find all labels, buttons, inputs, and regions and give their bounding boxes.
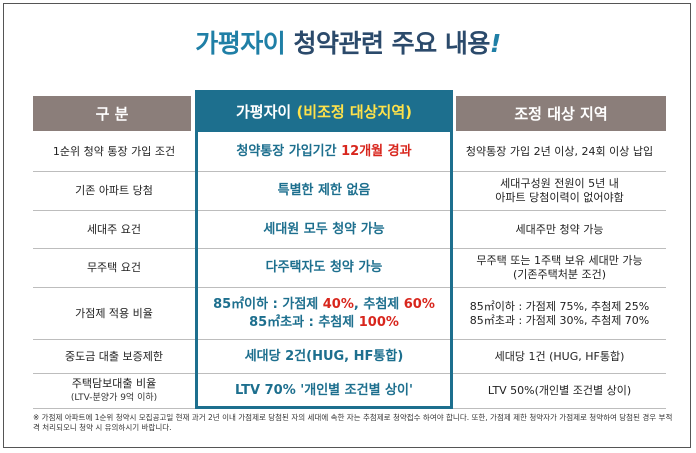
value-text: 청약통장 가입기간 [236,143,342,159]
regulated-value-line: 아파트 당첨이력이 없어야함 [495,191,624,204]
title-brand: 가평자이 [195,29,286,58]
header-mid-highlight: (비조정 대상지역) [296,102,412,121]
header-gapyeong-xi: 가평자이 (비조정 대상지역) [195,90,453,132]
regulated-value-cell: 청약통장 가입 2년 이상, 24회 이상 납입 [453,132,666,171]
table-row: 중도금 대출 보증제한 세대당 2건(HUG, HF통합) 세대당 1건 (HUG,… [33,340,666,374]
value-line: 특별한 제한 없음 [278,182,371,200]
gapyeong-value-cell: 세대원 모두 청약 가능 [195,211,453,248]
table-row: 1순위 청약 통장 가입 조건 청약통장 가입기간 12개월 경과 청약통장 가입 … [33,132,666,172]
value-text: 특별한 제한 없음 [277,183,371,198]
gapyeong-value-cell: 다주택자도 청약 가능 [195,249,453,287]
regulated-value-line: 세대당 1건 (HUG, HF통합) [494,349,625,363]
regulated-value-line: LTV 50%(개인별 조건별 상이) [487,384,632,397]
row-label-sub: (LTV-분양가 9억 이하) [70,393,158,403]
header-mid-main: 가평자이 [236,102,292,121]
row-label-cell: 무주택 요건 [33,249,195,287]
title-exclamation: ! [489,29,501,58]
regulated-value-line: 세대주만 청약 가능 [515,222,604,236]
value-line: 85㎡이하 : 가점제 40%, 추첨제 60% [213,296,435,314]
value-text: , 추첨제 [353,296,404,312]
value-line: 청약통장 가입기간 12개월 경과 [236,143,411,161]
row-label: 주택담보대출 비율 [71,377,157,390]
regulated-value-cell: 85㎡이하 : 가점제 75%, 추첨제 25% 85㎡초과 : 가점제 30%,… [453,288,666,339]
row-label: 기존 아파트 당첨 [75,184,153,197]
value-line: 다주택자도 청약 가능 [266,259,383,277]
row-label-cell: 세대주 요건 [33,211,195,248]
page-title: 가평자이 청약관련 주요 내용! [0,24,696,60]
gapyeong-value-cell: LTV 70% '개인별 조건별 상이' [195,374,453,408]
table-row: 가점제 적용 비율 85㎡이하 : 가점제 40%, 추첨제 60% 85㎡초과 :… [33,288,666,340]
value-line: 세대당 2건(HUG, HF통합) [245,348,404,366]
regulated-value-line: 무주택 또는 1주택 보유 세대만 가능 [476,254,643,267]
row-label: 1순위 청약 통장 가입 조건 [52,144,176,158]
value-text: 다주택자도 청약 가능 [265,260,383,275]
regulated-value-cell: 세대주만 청약 가능 [453,211,666,248]
regulated-value-cell: 세대구성원 전원이 5년 내 아파트 당첨이력이 없어야함 [453,172,666,210]
table-row: 세대주 요건 세대원 모두 청약 가능 세대주만 청약 가능 [33,211,666,249]
row-label-cell: 가점제 적용 비율 [33,288,195,339]
value-line: 85㎡초과 : 추첨제 100% [249,314,399,332]
footnote: ※ 가점제 아파트에 1순위 청약시 모집공고일 현재 과거 2년 이내 가점제… [33,413,673,432]
regulated-value-cell: 세대당 1건 (HUG, HF통합) [453,340,666,373]
highlight-text: 12개월 경과 [341,143,412,159]
header-category: 구 분 [33,96,191,131]
value-text: 세대당 2건(HUG, HF통합) [244,348,404,364]
value-line: LTV 70% '개인별 조건별 상이' [235,382,413,400]
row-label-cell: 기존 아파트 당첨 [33,172,195,210]
highlight-text: 60% [403,296,435,312]
gapyeong-value-cell: 특별한 제한 없음 [195,172,453,210]
value-text: 세대원 모두 청약 가능 [263,221,385,237]
regulated-value-line: 세대구성원 전원이 5년 내 [500,177,619,190]
row-label-cell: 1순위 청약 통장 가입 조건 [33,132,195,171]
row-label: 중도금 대출 보증제한 [64,349,164,363]
header-regulated-area: 조정 대상 지역 [456,96,666,131]
row-label: 가점제 적용 비율 [75,306,153,320]
table-row: 기존 아파트 당첨 특별한 제한 없음 세대구성원 전원이 5년 내 아파트 당첨이력… [33,172,666,211]
highlight-column-border [195,132,453,409]
regulated-value-line: 청약통장 가입 2년 이상, 24회 이상 납입 [465,144,654,158]
gapyeong-value-cell: 청약통장 가입기간 12개월 경과 [195,132,453,171]
value-text: LTV 70% '개인별 조건별 상이' [235,383,413,398]
regulated-value-line: 85㎡이하 : 가점제 75%, 추첨제 25% [469,299,650,313]
row-label-cell: 중도금 대출 보증제한 [33,340,195,373]
row-label-cell: 주택담보대출 비율 (LTV-분양가 9억 이하) [33,374,195,408]
value-text: 85㎡초과 : 추첨제 [249,314,359,330]
highlight-text: 100% [358,314,399,330]
title-rest: 청약관련 주요 내용 [293,29,490,58]
value-text: 85㎡이하 : 가점제 [213,296,323,312]
table-row: 주택담보대출 비율 (LTV-분양가 9억 이하) LTV 70% '개인별 조건별… [33,374,666,409]
regulated-value-line: 85㎡초과 : 가점제 30%, 추첨제 70% [469,313,650,327]
highlight-text: 40% [322,296,354,312]
gapyeong-value-cell: 85㎡이하 : 가점제 40%, 추첨제 60% 85㎡초과 : 추첨제 100% [195,288,453,339]
row-label: 무주택 요건 [86,261,142,274]
regulated-value-cell: LTV 50%(개인별 조건별 상이) [453,374,666,408]
regulated-value-cell: 무주택 또는 1주택 보유 세대만 가능 (기존주택처분 조건) [453,249,666,287]
regulated-value-line: (기존주택처분 조건) [512,268,607,281]
value-line: 세대원 모두 청약 가능 [263,221,384,239]
gapyeong-value-cell: 세대당 2건(HUG, HF통합) [195,340,453,373]
row-label: 세대주 요건 [86,222,142,236]
table-row: 무주택 요건 다주택자도 청약 가능 무주택 또는 1주택 보유 세대만 가능 (기존… [33,249,666,288]
